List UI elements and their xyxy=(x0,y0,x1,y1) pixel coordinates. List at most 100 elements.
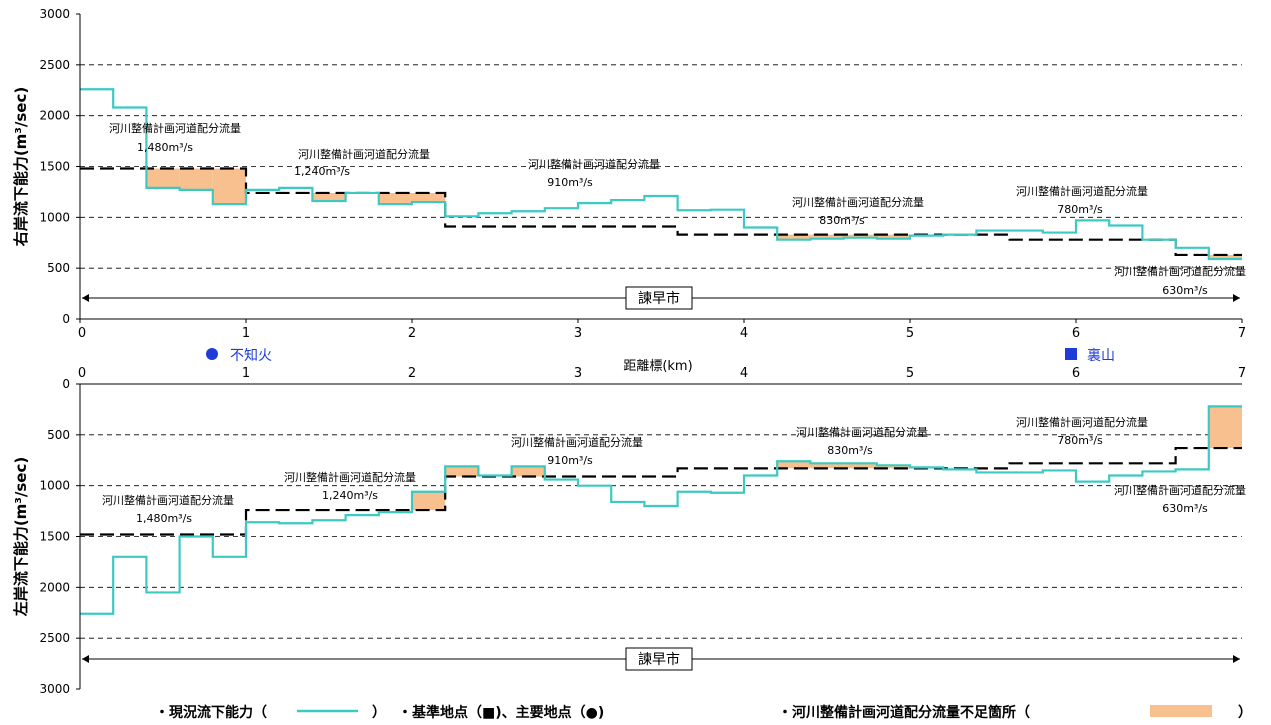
x-tick-label: 2 xyxy=(408,326,416,341)
x-axis-label: 距離標(km) xyxy=(623,359,692,374)
y-tick-label: 2500 xyxy=(39,58,70,72)
x-tick-label: 7 xyxy=(1238,366,1246,381)
annotation-value: 910m³/s xyxy=(547,454,593,467)
x-tick-label: 5 xyxy=(906,326,914,341)
annotation-value: 1,240m³/s xyxy=(322,489,378,502)
annotation-title: 河川整備計画河道配分流量 xyxy=(109,121,241,135)
annotation-value: 780m³/s xyxy=(1057,203,1103,216)
shortage-area xyxy=(378,192,412,205)
shortage-area xyxy=(777,461,811,469)
station-label: 不知火 xyxy=(230,347,272,364)
x-tick-label: 3 xyxy=(574,326,582,341)
left-bank-chart: 0 500 1000 1500 2000 2500 3000 0 1 2 3 4 5 6 7 左岸流下能力(m… xyxy=(12,366,1246,696)
annotation-value: 780m³/s xyxy=(1057,434,1103,447)
annotation-value: 830m³/s xyxy=(819,214,865,227)
station-urayama: 裏山 xyxy=(1065,347,1115,364)
annotation-title: 河川整備計画河道配分流量 xyxy=(284,470,416,484)
shortage-area xyxy=(212,168,246,205)
shortage-area xyxy=(843,463,877,469)
station-circle-icon xyxy=(206,348,218,360)
y-tick-label: 2000 xyxy=(39,580,70,594)
y-tick-label: 500 xyxy=(47,428,70,442)
annotation-title: 河川整備計画河道配分流量 xyxy=(796,425,928,439)
x-tick-label: 3 xyxy=(574,366,582,381)
legend-current-label: ・現況流下能力（ xyxy=(155,704,267,721)
annotation-value: 630m³/s xyxy=(1162,502,1208,515)
annotation-value: 1,480m³/s xyxy=(137,141,193,154)
shortage-area xyxy=(146,168,180,188)
x-tick-label: 4 xyxy=(740,366,748,381)
y-axis-label: 右岸流下能力(m³/sec) xyxy=(12,87,30,246)
annotation-title: 河川整備計画河道配分流量 xyxy=(102,493,234,507)
legend-current-close: ） xyxy=(372,705,386,721)
city-label: 諫早市 xyxy=(638,290,680,307)
shortage-area xyxy=(412,491,446,511)
legend-shortage-swatch xyxy=(1150,705,1212,717)
annotation-value: 1,480m³/s xyxy=(136,512,192,525)
y-tick-label: 3000 xyxy=(39,7,70,21)
x-tick-label: 7 xyxy=(1238,326,1246,341)
city-label-box xyxy=(625,647,693,671)
shortage-area xyxy=(445,466,479,477)
x-tick-label: 2 xyxy=(408,366,416,381)
x-tick-label: 6 xyxy=(1072,326,1080,341)
y-tick-label: 0 xyxy=(62,312,70,326)
shortage-area xyxy=(810,234,844,239)
arrow-right-icon xyxy=(1233,655,1240,663)
plan-flow-line xyxy=(80,446,1242,536)
shortage-area xyxy=(777,234,811,240)
annotation-title: 河川整備計画河道配分流量 xyxy=(1016,415,1148,429)
shortage-area xyxy=(1208,406,1242,449)
y-tick-label: 2000 xyxy=(39,109,70,123)
arrow-left-icon xyxy=(82,655,89,663)
annotation-value: 1,240m³/s xyxy=(294,165,350,178)
legend: ・現況流下能力（ ） ・基準地点（■)、主要地点（●) ・河川整備計画河道配分流… xyxy=(155,704,1252,721)
shortage-area xyxy=(876,465,910,469)
right-bank-chart: 0 500 1000 1500 2000 2500 3000 0 1 2 3 4 5 6 7 右岸流下能力(m… xyxy=(12,7,1246,341)
y-tick-label: 1500 xyxy=(39,530,70,544)
annotation-title: 河川整備計画河道配分流量 xyxy=(1114,483,1246,497)
y-tick-label: 1000 xyxy=(39,210,70,224)
y-tick-label: 0 xyxy=(62,377,70,391)
shortage-area xyxy=(179,168,213,190)
annotation-title: 河川整備計画河道配分流量 xyxy=(1016,184,1148,198)
annotation-title: 河川整備計画河道配分流量 xyxy=(298,147,430,161)
station-fushimi: 不知火 xyxy=(206,347,272,364)
y-tick-label: 2500 xyxy=(39,631,70,645)
shortage-area xyxy=(843,234,877,238)
shortage-area xyxy=(1208,254,1242,260)
arrow-right-icon xyxy=(1233,294,1240,302)
annotation-value: 630m³/s xyxy=(1162,284,1208,297)
x-tick-label: 4 xyxy=(740,326,748,341)
x-tick-label: 1 xyxy=(242,366,250,381)
current-capacity-line xyxy=(80,88,1242,261)
shortage-area xyxy=(876,234,910,239)
station-label: 裏山 xyxy=(1087,347,1115,364)
legend-station-label: ・基準地点（■)、主要地点（●) xyxy=(398,704,604,721)
city-label: 諫早市 xyxy=(638,651,680,668)
shortage-area xyxy=(412,192,446,203)
annotation-title: 河川整備計画河道配分流量 xyxy=(528,157,660,171)
current-capacity-line xyxy=(80,405,1242,615)
city-label-box xyxy=(625,286,693,310)
y-tick-label: 500 xyxy=(47,261,70,275)
shortage-area xyxy=(810,463,844,469)
x-tick-label: 6 xyxy=(1072,366,1080,381)
annotation-value: 910m³/s xyxy=(547,176,593,189)
y-tick-label: 1500 xyxy=(39,160,70,174)
y-axis-label: 左岸流下能力(m³/sec) xyxy=(12,457,30,617)
annotation-value: 830m³/s xyxy=(827,444,873,457)
x-tick-label: 5 xyxy=(906,366,914,381)
annotation-title: 河川整備計画河道配分流量 xyxy=(792,195,924,209)
y-tick-label: 1000 xyxy=(39,479,70,493)
station-square-icon xyxy=(1065,348,1077,360)
x-tick-label: 1 xyxy=(242,326,250,341)
shortage-area xyxy=(511,466,545,477)
arrow-left-icon xyxy=(82,294,89,302)
y-tick-label: 3000 xyxy=(39,682,70,696)
annotation-title: 河川整備計画河道配分流量 xyxy=(511,435,643,449)
x-tick-label: 0 xyxy=(78,326,86,341)
legend-shortage-label: ・河川整備計画河道配分流量不足箇所（ xyxy=(778,704,1030,721)
x-tick-label: 0 xyxy=(78,366,86,381)
